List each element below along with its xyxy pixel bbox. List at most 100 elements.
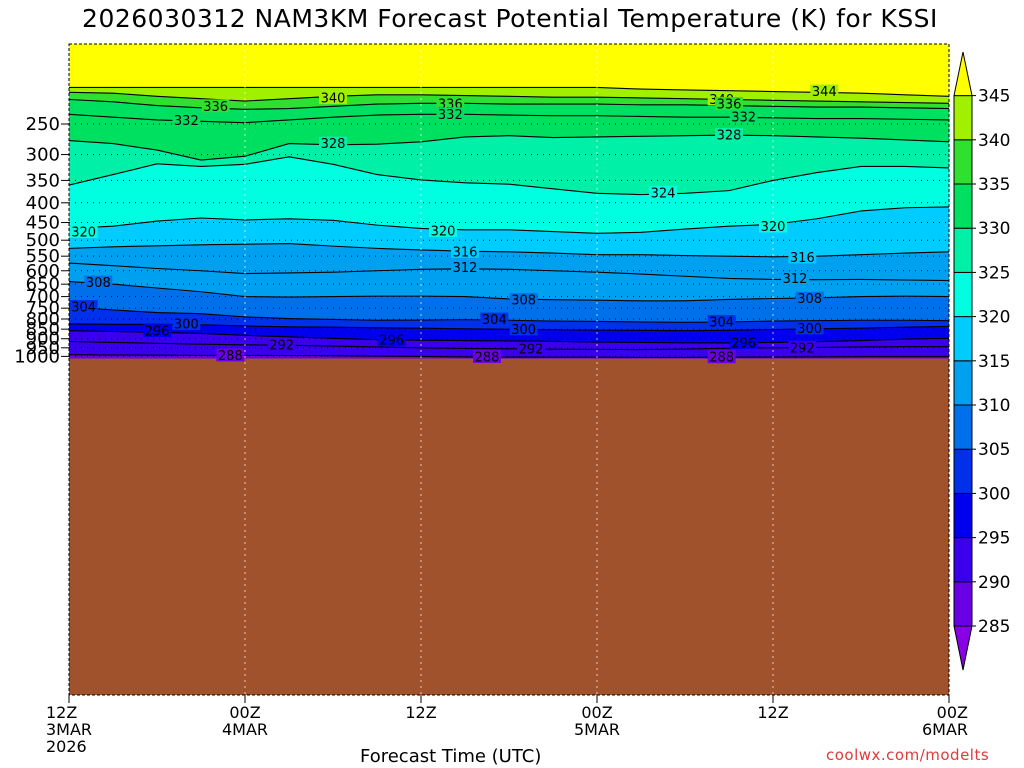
contour-label-bg <box>436 97 465 111</box>
contour-label-bg <box>715 97 743 111</box>
contour-label-bg <box>69 224 98 238</box>
contour-label-bg <box>509 322 538 336</box>
contour-label-text: 308 <box>86 276 111 291</box>
contour-label-12: 320 <box>69 224 98 240</box>
contour-label-bg <box>451 260 479 274</box>
y-tick-label-1000: 1000 <box>14 346 60 367</box>
contour-label-31: 292 <box>267 337 296 353</box>
contour-label-bg <box>795 321 824 335</box>
colorbar-swatch-320 <box>953 271 973 318</box>
contour-label-10: 328 <box>715 128 743 144</box>
contour-label-bg <box>69 300 98 314</box>
x-tick-label-0-2: 2026 <box>46 737 87 756</box>
contour-label-text: 304 <box>482 313 507 328</box>
y-tick-label-300: 300 <box>26 145 60 166</box>
credit-text: coolwx.com/modelts <box>826 746 990 764</box>
x-axis-title: Forecast Time (UTC) <box>360 746 542 767</box>
contour-label-text: 304 <box>71 301 96 316</box>
contour-label-text: 308 <box>797 292 822 307</box>
x-tick-label-0-0: 12Z <box>46 703 77 722</box>
contour-label-bg <box>319 136 347 150</box>
contour-label-bg <box>509 293 538 307</box>
y-tick-label-850: 850 <box>26 319 60 340</box>
colorbar-label-340: 340 <box>978 131 1010 151</box>
contour-label-bg <box>267 337 296 351</box>
colorbar-low-arrow <box>953 625 973 671</box>
contour-label-text: 292 <box>269 338 294 353</box>
contour-label-36: 288 <box>707 350 736 366</box>
contour-label-27: 300 <box>795 321 824 337</box>
x-tick-label-4-0: 12Z <box>757 703 788 722</box>
y-tick-label-600: 600 <box>26 261 60 282</box>
colorbar: 285 290 295 300 305 310 315 320 325 330 335 340 345 <box>953 51 1010 671</box>
y-tick-label-900: 900 <box>26 329 60 350</box>
y-tick-label-550: 550 <box>26 246 60 267</box>
contour-label-text: 288 <box>709 351 734 366</box>
contour-label-bg <box>451 244 479 258</box>
y-axis: 250 300 3504004505005506006507007508008509… <box>14 114 69 367</box>
contour-label-0: 344 <box>810 84 839 100</box>
contour-label-text: 340 <box>321 91 346 106</box>
contour-label-text: 304 <box>709 316 734 331</box>
contour-label-11: 324 <box>649 185 677 201</box>
contour-label-bg <box>216 348 245 362</box>
contour-label-text: 328 <box>717 129 742 144</box>
contour-label-26: 300 <box>509 322 538 338</box>
contour-label-1: 340 <box>319 90 347 106</box>
contour-label-bg <box>788 250 817 264</box>
contour-label-bg <box>517 341 545 355</box>
isentrope-344 <box>69 86 949 97</box>
contour-label-text: 312 <box>783 272 808 287</box>
contour-label-bg <box>143 324 171 338</box>
contour-label-bg <box>201 99 230 113</box>
contour-label-text: 292 <box>519 342 544 357</box>
colorbar-label-300: 300 <box>978 484 1010 504</box>
colorbar-swatch-290 <box>953 537 973 583</box>
y-tick-label-500: 500 <box>26 230 60 251</box>
x-tick-label-1-0: 00Z <box>229 703 260 722</box>
potential-temperature-fill <box>69 44 949 695</box>
contour-label-32: 292 <box>517 341 545 357</box>
colorbar-label-295: 295 <box>978 529 1010 549</box>
y-tick-label-400: 400 <box>26 193 60 214</box>
colorbar-swatch-295 <box>953 492 973 539</box>
colorbar-swatch-285 <box>953 581 973 627</box>
colorbar-label-290: 290 <box>978 573 1010 593</box>
colorbar-label-335: 335 <box>978 175 1010 195</box>
contour-label-bg <box>377 333 406 347</box>
contour-label-text: 332 <box>174 114 199 129</box>
contour-label-6: 332 <box>172 113 201 129</box>
contour-label-text: 336 <box>717 98 742 113</box>
contour-label-text: 300 <box>797 322 822 337</box>
contour-label-text: 308 <box>511 294 536 309</box>
contour-label-text: 320 <box>71 225 96 240</box>
contour-label-text: 336 <box>203 100 228 115</box>
contour-label-bg <box>172 316 201 330</box>
x-tick-label-5-0: 00Z <box>937 703 968 722</box>
contour-label-bg <box>715 128 743 142</box>
contour-label-bg <box>436 107 465 121</box>
contour-label-bg <box>473 349 501 363</box>
contour-label-bg <box>480 312 509 326</box>
contour-label-21: 308 <box>795 291 824 307</box>
contour-label-9: 328 <box>319 136 347 152</box>
y-tick-label-450: 450 <box>26 213 60 234</box>
colorbar-label-285: 285 <box>978 617 1010 637</box>
colorbar-swatch-300 <box>953 448 973 494</box>
contour-label-bg <box>707 350 736 364</box>
contour-label-text: 328 <box>321 137 346 152</box>
x-tick-label-3-1: 5MAR <box>574 720 620 739</box>
x-tick-label-1-1: 4MAR <box>222 720 268 739</box>
contour-label-8: 332 <box>729 110 758 126</box>
colorbar-swatch-325 <box>953 227 973 273</box>
contour-label-30: 296 <box>729 335 758 351</box>
isentrope-332 <box>69 113 949 124</box>
contour-label-bg <box>729 110 758 124</box>
colorbar-swatch-340 <box>953 95 973 141</box>
contour-label-17: 312 <box>451 260 479 276</box>
contour-label-text: 312 <box>453 261 478 276</box>
contour-label-3: 336 <box>201 99 230 115</box>
isentrope-288 <box>69 354 949 358</box>
